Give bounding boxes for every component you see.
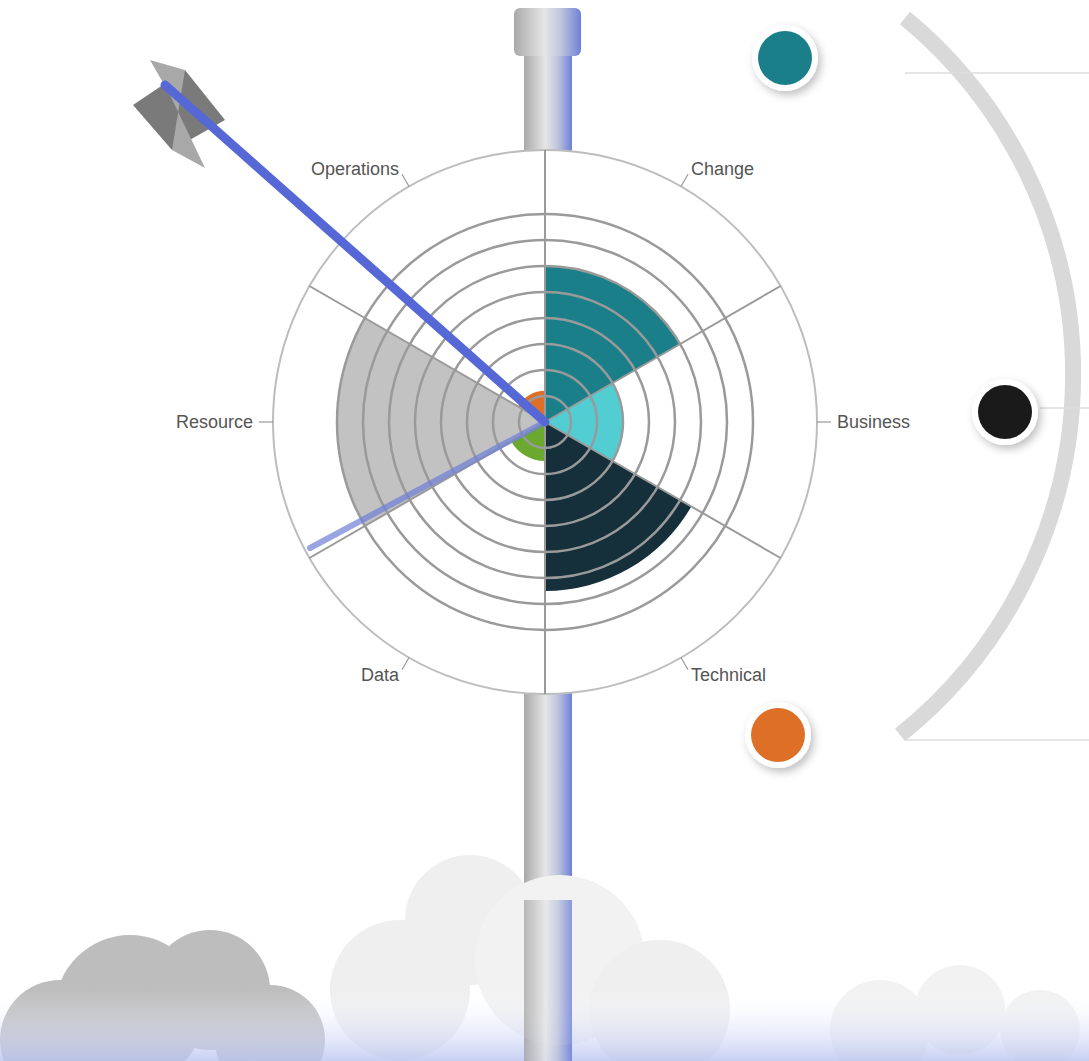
decor-dot-ring [752,25,818,91]
label-leader [817,421,831,422]
category-label: Operations [311,159,399,179]
arrow-shaft [165,85,545,422]
spoke [544,422,546,694]
label-leader [402,174,409,186]
decor-dot-ring [745,702,811,768]
spoke [309,422,545,558]
pole-lower [524,900,572,1061]
decor-line [1040,407,1089,409]
category-label: Technical [691,665,766,685]
decor-dot-ring [972,379,1038,445]
decor-dot [758,31,812,85]
spoke [545,286,781,422]
category-label: Data [361,665,400,685]
spoke [544,150,546,422]
label-leader [681,174,688,186]
category-label: Business [837,412,910,432]
spoke [545,422,781,558]
category-label: Change [691,159,754,179]
pole-cap [514,8,581,56]
spoke [309,286,545,422]
decor-dot [751,708,805,762]
category-label: Resource [176,412,253,432]
label-leader [681,658,688,670]
decor-arc [900,18,1073,735]
chart: Change Business Technical Data Resource Opera… [0,0,1089,1061]
decor-line [905,72,1089,74]
decor-dot [978,385,1032,439]
label-leader [402,658,409,670]
label-leader [259,421,273,422]
decor-line [905,739,1089,741]
arrow-shadow [310,422,545,548]
